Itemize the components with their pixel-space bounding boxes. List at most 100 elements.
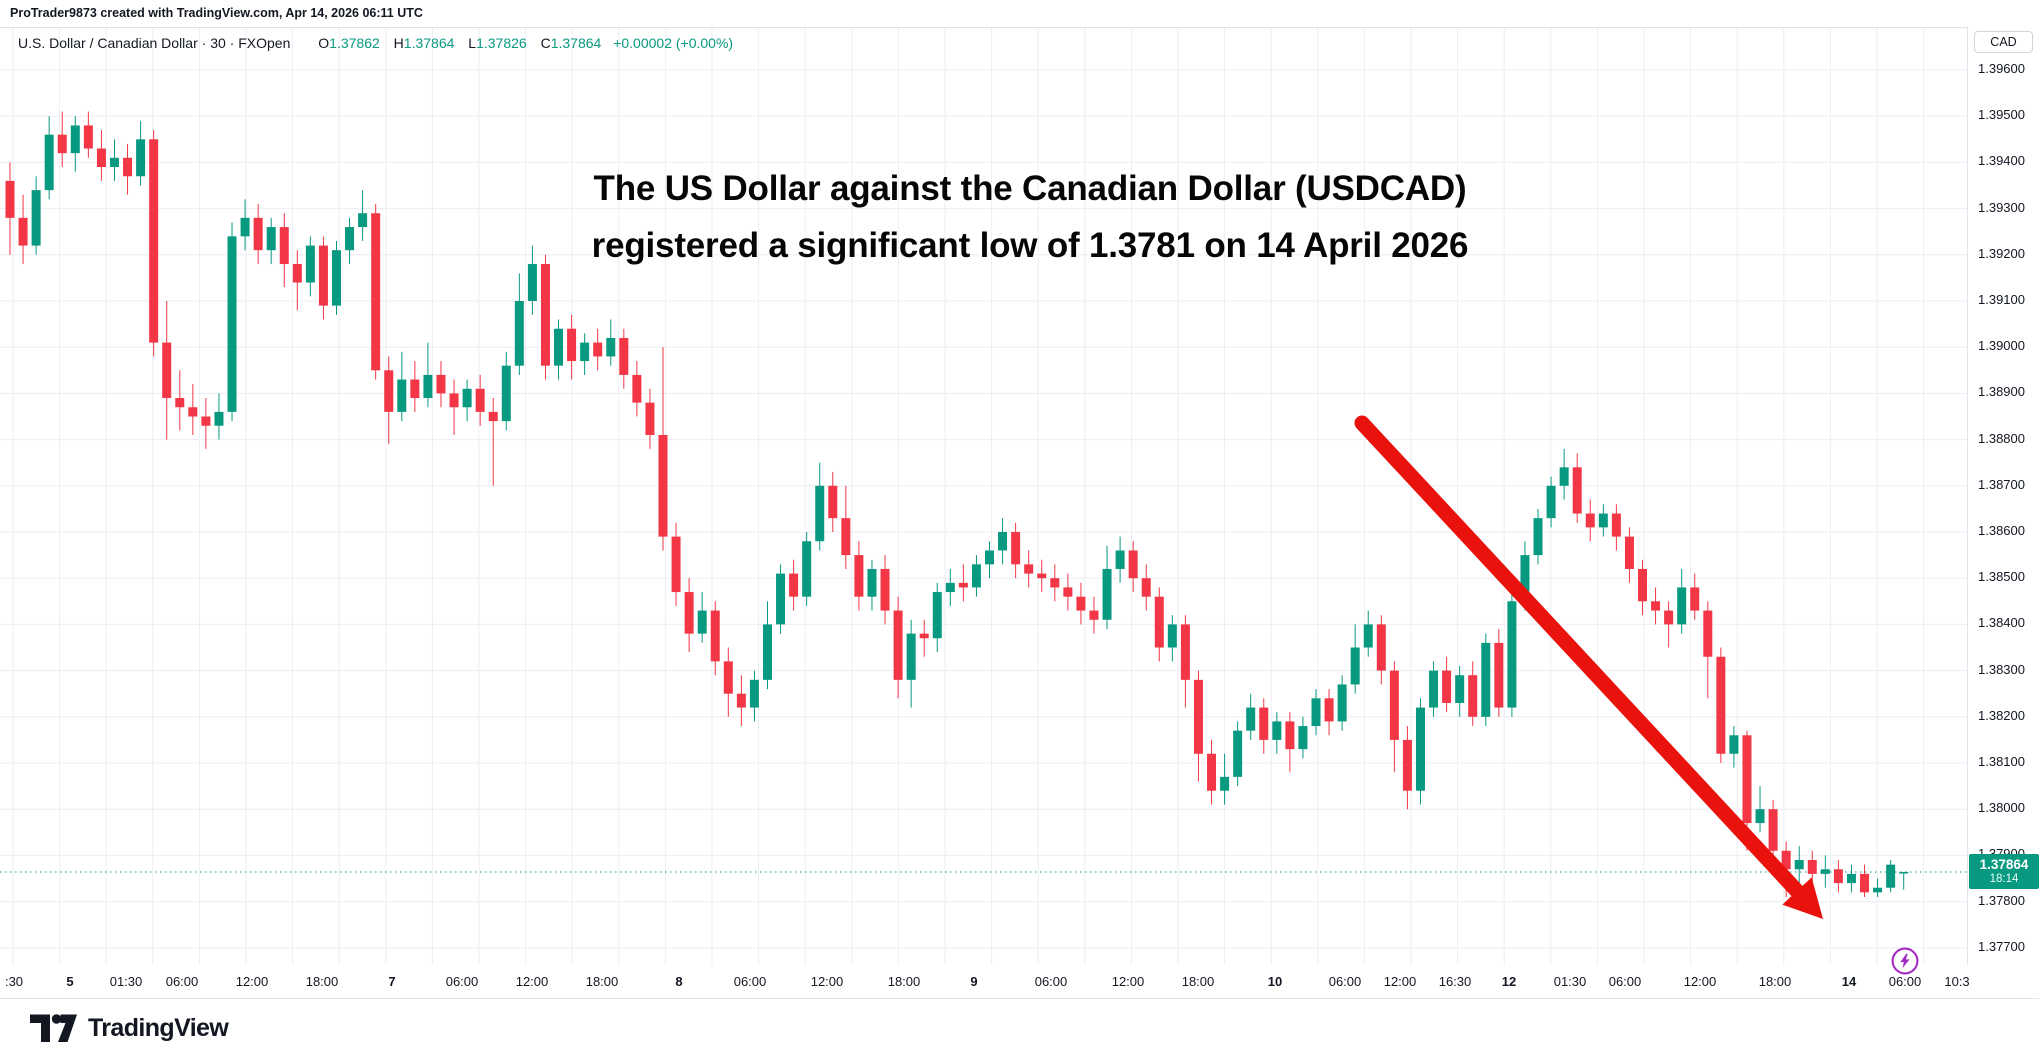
- candle-body: [423, 374, 433, 399]
- candle-body: [854, 555, 864, 597]
- time-tick-label: 12:00: [1111, 974, 1145, 989]
- candle-body: [1154, 596, 1164, 648]
- candle-body: [1886, 864, 1896, 888]
- candle-body: [710, 610, 720, 662]
- candle-body: [96, 148, 106, 168]
- candlestick-chart[interactable]: [0, 28, 1967, 966]
- time-tick-label: 01:30: [1553, 974, 1587, 989]
- candle-body: [841, 518, 851, 556]
- low-value: 1.37826: [476, 35, 527, 51]
- price-scale[interactable]: CAD 1.39600 1.39500 1.39400 1.39300 1.39200 1…: [1967, 27, 2039, 998]
- trend-arrow-head[interactable]: [1782, 877, 1823, 919]
- time-tick-label: 06:00: [165, 974, 199, 989]
- candle-body: [1794, 860, 1804, 870]
- candle-body: [1677, 587, 1687, 625]
- annotation-callout: The US Dollar against the Canadian Dolla…: [330, 160, 1730, 274]
- candle-body: [697, 610, 707, 634]
- price-tick-label: 1.38200: [1978, 707, 2025, 723]
- candle-body: [658, 434, 668, 537]
- candle-body: [240, 217, 250, 237]
- candle-body: [906, 633, 916, 680]
- exchange-label: FXOpen: [238, 35, 291, 51]
- price-tick-label: 1.38300: [1978, 661, 2025, 677]
- candle-body: [1429, 670, 1439, 708]
- candle-body: [606, 337, 616, 357]
- price-tick-label: 1.38500: [1978, 569, 2025, 585]
- currency-button[interactable]: CAD: [1974, 31, 2033, 53]
- candle-body: [1572, 467, 1582, 514]
- candle-body: [580, 342, 590, 362]
- price-tick-label: 1.39100: [1978, 292, 2025, 307]
- price-tick-label: 1.39400: [1978, 153, 2025, 169]
- candle-body: [1050, 578, 1060, 588]
- candle-body: [227, 236, 237, 412]
- candle-body: [1703, 610, 1713, 657]
- candle-body: [1624, 536, 1634, 569]
- time-tick-label: 9: [970, 974, 978, 989]
- price-tick-label: 1.38900: [1978, 384, 2025, 400]
- candle-body: [18, 217, 28, 246]
- candle-body: [645, 402, 655, 435]
- candle-body: [919, 633, 929, 639]
- lightning-icon[interactable]: [1890, 946, 1920, 976]
- close-label: C: [540, 35, 551, 51]
- candle-body: [985, 550, 994, 565]
- candle-body: [83, 125, 93, 149]
- candle-body: [514, 301, 524, 366]
- symbol-title[interactable]: U.S. Dollar / Canadian Dollar · 30 · FXO…: [18, 35, 291, 51]
- trend-arrow-shaft[interactable]: [1354, 415, 1805, 899]
- candle-body: [1207, 753, 1217, 791]
- candle-body: [1807, 860, 1817, 874]
- time-tick-label: 12:00: [810, 974, 844, 989]
- candle-body: [554, 328, 564, 366]
- time-tick-label: 12:00: [1383, 974, 1417, 989]
- last-price-badge: 1.37864 18:14: [1969, 854, 2039, 890]
- high-label: H: [393, 35, 404, 51]
- tradingview-logo[interactable]: TradingView: [30, 1013, 229, 1043]
- candle-body: [736, 693, 746, 708]
- low-label: L: [468, 35, 477, 51]
- candle-body: [1846, 873, 1856, 884]
- time-tick-label: 10: [1267, 974, 1283, 989]
- candle-body: [253, 217, 263, 251]
- candle-body: [358, 213, 368, 228]
- time-tick-label: 8: [675, 974, 683, 989]
- candle-body: [1324, 698, 1334, 722]
- footer-bar: TradingView: [0, 999, 2039, 1059]
- time-tick-label: 18:00: [585, 974, 619, 989]
- candle-body: [397, 379, 407, 412]
- candle-body: [31, 190, 41, 246]
- candle-body: [318, 245, 328, 306]
- candle-body: [1899, 872, 1909, 874]
- candle-body: [1076, 596, 1086, 611]
- candle-body: [1220, 776, 1230, 791]
- price-tick-label: 1.39600: [1978, 61, 2025, 76]
- price-tick-label: 1.39000: [1978, 338, 2025, 354]
- candle-body: [266, 227, 276, 251]
- candle-body: [488, 411, 498, 422]
- candle-body: [1598, 513, 1608, 528]
- time-tick-label: 5: [66, 974, 74, 989]
- price-tick-label: 1.38100: [1978, 754, 2025, 769]
- time-tick-label: 06:00: [1888, 974, 1922, 989]
- candle-body: [188, 407, 198, 417]
- candle-body: [279, 227, 289, 265]
- candle-body: [723, 661, 733, 694]
- candle-body: [345, 227, 355, 251]
- candle-body: [671, 536, 681, 593]
- candle-body: [292, 264, 302, 283]
- candle-body: [540, 264, 550, 366]
- time-tick-label: 12:00: [515, 974, 549, 989]
- price-tick-label: 1.39300: [1978, 199, 2025, 215]
- candle-body: [175, 398, 185, 408]
- candle-body: [1716, 656, 1726, 754]
- chart-pane[interactable]: U.S. Dollar / Canadian Dollar · 30 · FXO…: [0, 27, 1967, 966]
- candle-body: [1442, 670, 1452, 703]
- candle-body: [1781, 850, 1791, 870]
- time-scale[interactable]: :30 5 01:30 06:00 12:00 18:00 7 06:00 12:00 18:00…: [0, 947, 2039, 999]
- annotation-line-2: registered a significant low of 1.3781 o…: [591, 226, 1469, 265]
- candle-body: [1180, 624, 1190, 680]
- candle-body: [1755, 809, 1765, 824]
- high-value: 1.37864: [403, 35, 455, 51]
- candle-body: [1128, 550, 1138, 579]
